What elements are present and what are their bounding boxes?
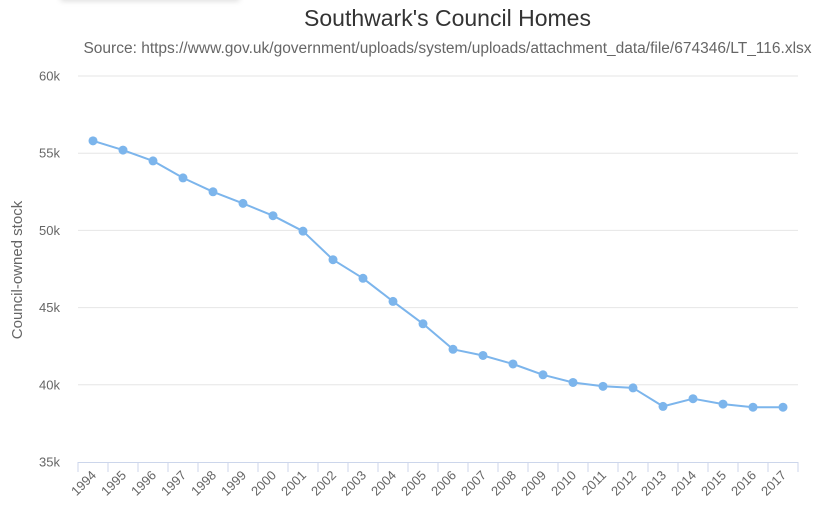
- data-point[interactable]: [538, 370, 548, 380]
- y-axis-ticks: 35k 40k 45k 50k 55k 60k: [39, 69, 60, 470]
- chart-title: Southwark's Council Homes: [304, 5, 591, 31]
- y-tick-label: 50k: [39, 223, 60, 238]
- y-tick-label: 60k: [39, 69, 60, 84]
- data-point[interactable]: [298, 226, 308, 236]
- data-point[interactable]: [658, 401, 668, 411]
- series: [88, 136, 788, 412]
- data-point[interactable]: [328, 255, 338, 265]
- x-tick-label: 1998: [188, 468, 219, 499]
- data-point[interactable]: [148, 156, 158, 166]
- data-point[interactable]: [448, 344, 458, 354]
- x-tick-label: 1995: [98, 468, 129, 499]
- grid-lines: [78, 75, 798, 386]
- y-tick-label: 40k: [39, 377, 60, 392]
- y-tick-label: 55k: [39, 146, 60, 161]
- x-tick-label: 1999: [218, 468, 249, 499]
- data-point[interactable]: [238, 198, 248, 208]
- x-tick-label: 2008: [488, 468, 519, 499]
- data-point[interactable]: [358, 273, 368, 283]
- x-tick-label: 1994: [68, 468, 99, 499]
- data-point[interactable]: [508, 359, 518, 369]
- data-point[interactable]: [118, 145, 128, 155]
- x-tick-label: 2014: [668, 468, 699, 499]
- x-tick-label: 2017: [758, 468, 789, 499]
- data-point[interactable]: [718, 399, 728, 409]
- x-tick-label: 2016: [728, 468, 759, 499]
- x-tick-label: 2015: [698, 468, 729, 499]
- data-point[interactable]: [268, 211, 278, 221]
- x-tick-label: 2007: [458, 468, 489, 499]
- x-tick-label: 2002: [308, 468, 339, 499]
- data-point[interactable]: [208, 187, 218, 197]
- data-point[interactable]: [628, 383, 638, 393]
- data-point[interactable]: [178, 173, 188, 183]
- x-tick-label: 2005: [398, 468, 429, 499]
- x-tick-label: 2009: [518, 468, 549, 499]
- x-tick-label: 2010: [548, 468, 579, 499]
- x-tick-label: 2003: [338, 468, 369, 499]
- data-point[interactable]: [88, 136, 98, 146]
- data-point[interactable]: [388, 296, 398, 306]
- chart-subtitle: Source: https://www.gov.uk/government/up…: [83, 40, 812, 57]
- x-tick-label: 2012: [608, 468, 639, 499]
- x-tick-label: 2006: [428, 468, 459, 499]
- series-line: [92, 139, 783, 409]
- data-point[interactable]: [598, 381, 608, 391]
- x-tick-label: 2011: [579, 468, 609, 498]
- data-point[interactable]: [478, 350, 488, 360]
- x-tick-label: 1997: [158, 468, 189, 499]
- x-axis: 1994199519961997199819992000200120022003…: [68, 462, 799, 499]
- data-point[interactable]: [688, 394, 698, 404]
- data-point[interactable]: [568, 377, 578, 387]
- data-point[interactable]: [748, 402, 758, 412]
- y-tick-label: 45k: [39, 300, 60, 315]
- x-tick-label: 2013: [638, 468, 669, 499]
- x-tick-label: 1996: [128, 468, 159, 499]
- data-point[interactable]: [778, 402, 788, 412]
- x-tick-label: 2000: [248, 468, 279, 499]
- data-point[interactable]: [418, 319, 428, 329]
- x-tick-label: 2004: [368, 468, 399, 499]
- y-axis-label: Council-owned stock: [9, 200, 26, 339]
- x-tick-label: 2001: [278, 468, 309, 499]
- y-tick-label: 35k: [39, 455, 60, 470]
